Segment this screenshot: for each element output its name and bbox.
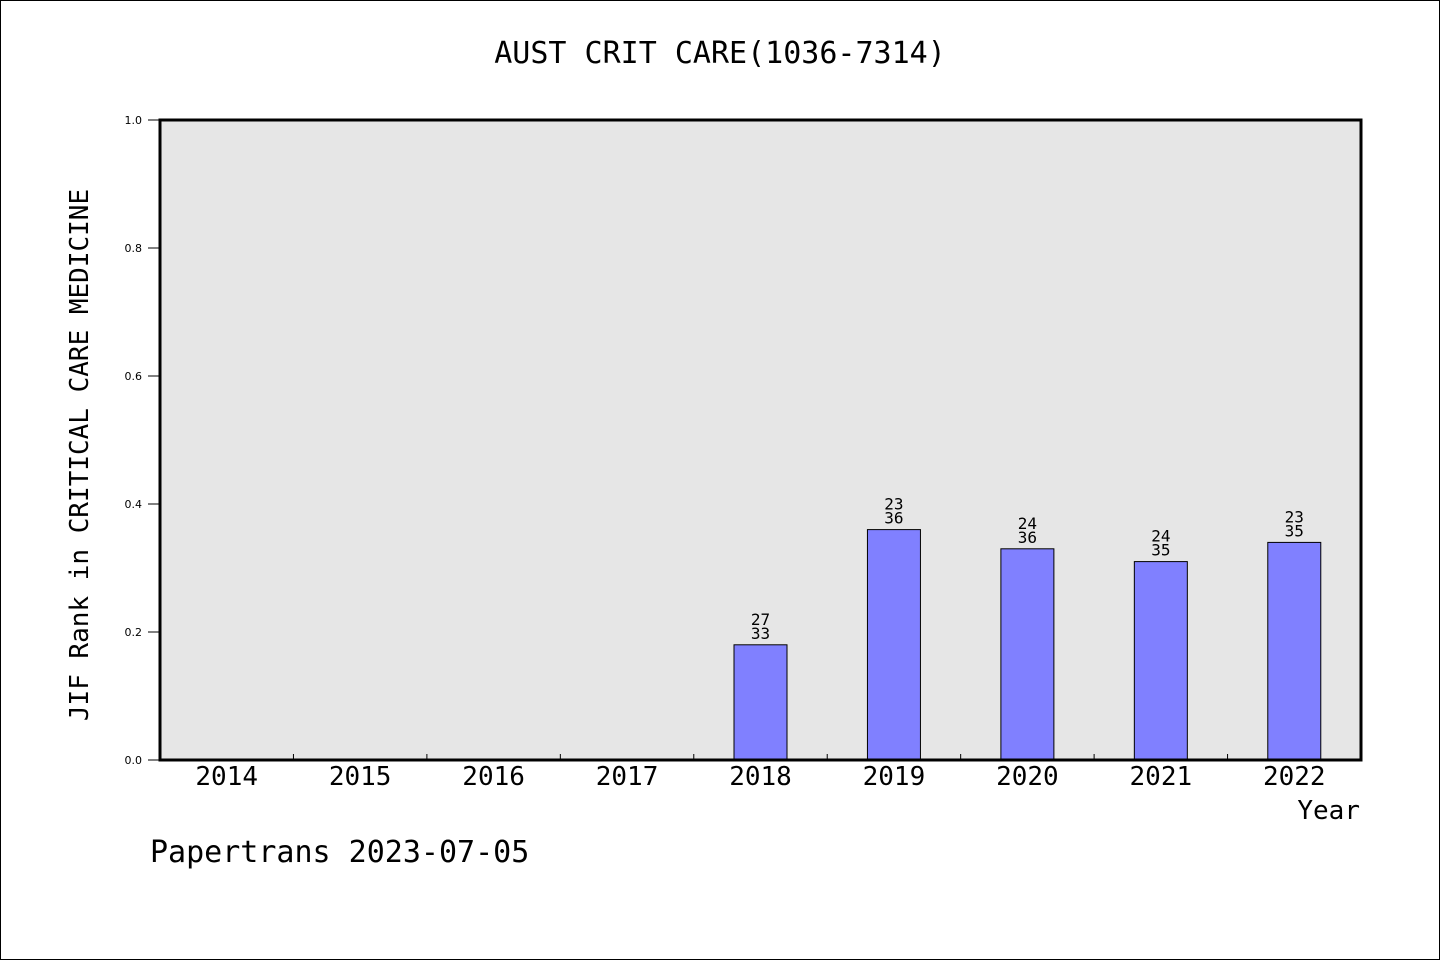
bar — [1267, 541, 1322, 761]
bar-label-bottom: 33 — [751, 624, 770, 643]
x-tick-label: 2022 — [1263, 762, 1326, 792]
plot-border — [158, 118, 1363, 762]
bar-label-bottom: 35 — [1285, 521, 1304, 540]
bar — [1133, 561, 1188, 761]
x-tick-label: 2017 — [596, 762, 659, 792]
x-tick-label: 2015 — [329, 762, 392, 792]
bar-label-top: 24 — [1018, 514, 1037, 533]
bar — [733, 644, 788, 761]
x-tick-label: 2021 — [1130, 762, 1193, 792]
y-tick-label: 0.0 — [125, 754, 143, 767]
bar-label-top: 23 — [1285, 507, 1304, 526]
bar-label-top: 24 — [1151, 527, 1170, 546]
y-tick-label: 0.2 — [125, 626, 143, 639]
bar-label-top: 23 — [884, 495, 903, 514]
chart-title: AUST CRIT CARE(1036-7314) — [494, 36, 946, 71]
x-tick-label: 2016 — [462, 762, 525, 792]
x-tick-label: 2019 — [863, 762, 926, 792]
bar-label-bottom: 36 — [884, 509, 903, 528]
x-axis-label: Year — [1297, 796, 1360, 826]
y-tick-label: 0.4 — [125, 498, 143, 511]
bar-label-bottom: 35 — [1151, 541, 1170, 560]
x-tick-label: 2020 — [996, 762, 1059, 792]
x-tick-label: 2018 — [729, 762, 792, 792]
bar-label-bottom: 36 — [1018, 528, 1037, 547]
y-tick-label: 1.0 — [125, 114, 143, 127]
bar-label-top: 27 — [751, 610, 770, 629]
x-tick-label: 2014 — [195, 762, 258, 792]
footer-text: Papertrans 2023-07-05 — [150, 835, 530, 870]
bar — [866, 529, 921, 761]
y-tick-label: 0.6 — [125, 370, 143, 383]
bar — [1000, 548, 1055, 761]
y-tick-label: 0.8 — [125, 242, 143, 255]
